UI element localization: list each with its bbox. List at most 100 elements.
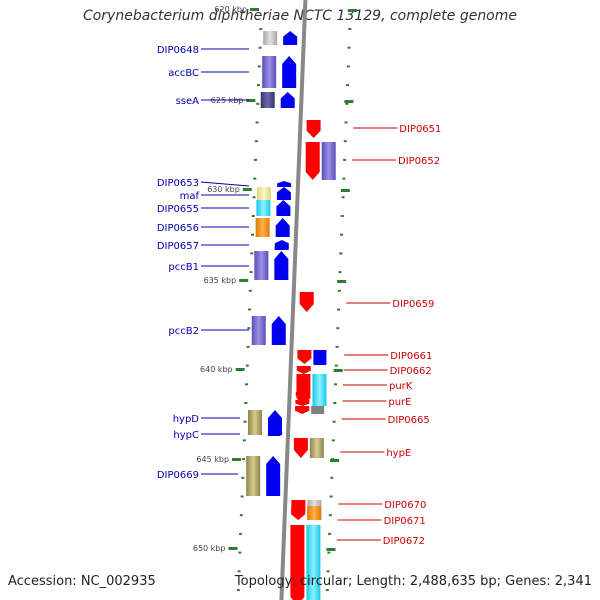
track-tick-right (330, 476, 334, 479)
track-tick-right (340, 215, 344, 217)
track-tick-left (249, 271, 253, 274)
gene-block-pccB1 (254, 251, 269, 280)
scale-tick (340, 189, 350, 192)
scale-tick (228, 547, 238, 550)
track-tick-left (236, 589, 240, 591)
track-tick-left (238, 551, 242, 554)
scale-tick (250, 8, 260, 11)
track-tick-left (245, 383, 249, 386)
scale-tick (232, 458, 242, 461)
track-tick-left (245, 364, 249, 367)
track-tick-left (242, 458, 246, 461)
gene-label-hypE: hypE (386, 448, 411, 459)
scale-tick (330, 459, 340, 462)
track-tick-left (251, 215, 255, 217)
gene-arrow-DIP0656 (275, 218, 290, 237)
scale-tick (242, 188, 252, 191)
gene-arrow-DIP0672 (290, 525, 305, 600)
scale-tick (235, 368, 245, 371)
scale-label: 640 kbp (200, 365, 233, 374)
track-tick-right (334, 383, 338, 386)
gene-arrow-DIP0661 (297, 350, 312, 364)
scale-label: 620 kbp (214, 5, 247, 14)
track-tick-right (346, 65, 350, 68)
map-title: Corynebacterium diphtheriae NCTC 13129, … (82, 8, 518, 24)
gene-arrow-purK (296, 374, 311, 406)
scale-tick (239, 279, 249, 282)
track-tick-right (338, 271, 342, 274)
gene-block-DIP0665 (311, 406, 325, 414)
gene-block-hypD (248, 410, 262, 435)
gene-label-DIP0670: DIP0670 (384, 500, 426, 511)
gene-label-maf: maf (180, 191, 200, 202)
scale-tick (333, 369, 343, 372)
gene-label-pccB2: pccB2 (168, 326, 199, 337)
gene-label-purK: purK (389, 381, 413, 392)
gene-arrow-DIP0662 (296, 366, 311, 374)
track-tick-right (332, 420, 336, 423)
gene-label-DIP0659: DIP0659 (392, 299, 434, 310)
gene-block-pccB2 (251, 316, 266, 345)
track-tick-left (254, 140, 258, 143)
gene-arrow-DIP0659 (299, 292, 314, 312)
track-tick-left (253, 177, 257, 180)
gene-label-DIP0657: DIP0657 (157, 241, 199, 252)
track-tick-left (243, 420, 247, 423)
track-tick-left (247, 327, 251, 330)
scale-tick (326, 548, 336, 551)
accession-label: Accession: NC_002935 (8, 574, 156, 589)
track-tick-right (337, 289, 341, 292)
scale-tick (337, 280, 347, 283)
track-tick-right (333, 402, 337, 404)
gene-arrow-sseA (280, 92, 295, 108)
scale-label: 630 kbp (207, 185, 240, 194)
scale-tick (246, 99, 256, 102)
gene-label-hypD: hypD (173, 414, 200, 425)
track-tick-left (242, 439, 246, 442)
track-tick-left (250, 252, 254, 255)
gene-block-DIP0652 (321, 142, 336, 180)
gene-label-DIP0671: DIP0671 (384, 516, 426, 527)
track-tick-right (344, 121, 348, 124)
gene-block-DIP0656 (255, 218, 270, 237)
track-tick-right (334, 364, 338, 367)
track-tick-right (328, 532, 332, 535)
gene-arrow-DIP0651 (306, 120, 321, 138)
track-tick-right (341, 196, 345, 199)
gene-arrow-hypC (267, 430, 282, 436)
track-tick-left (252, 196, 256, 199)
gene-block-DIP0671 (307, 506, 322, 520)
track-tick-left (251, 233, 255, 236)
track-tick-right (331, 439, 335, 442)
track-tick-left (244, 402, 248, 404)
track-tick-right (339, 252, 343, 255)
gene-label-DIP0648: DIP0648 (157, 45, 199, 56)
scale-label: 635 kbp (204, 276, 237, 285)
gene-arrow-DIP0653 (276, 187, 291, 200)
gene-label-DIP0669: DIP0669 (157, 470, 199, 481)
gene-label-DIP0655: DIP0655 (157, 204, 199, 215)
gene-arrow-maf (277, 181, 292, 187)
gene-label-DIP0656: DIP0656 (157, 223, 199, 234)
gene-block-DIP0661-blue (313, 350, 327, 365)
scale-label: 650 kbp (193, 544, 226, 553)
scale-tick (344, 100, 354, 103)
track-tick-right (329, 495, 333, 498)
genome-backbone (279, 0, 308, 600)
gene-label-hypC: hypC (173, 430, 199, 441)
gene-label-DIP0661: DIP0661 (390, 351, 432, 362)
track-tick-left (239, 514, 243, 517)
gene-arrow-hypD (268, 410, 282, 435)
track-tick-left (248, 289, 252, 292)
gene-block-purK (312, 374, 327, 406)
track-tick-right (337, 308, 341, 311)
track-tick-left (259, 28, 263, 30)
track-tick-left (248, 308, 252, 311)
track-tick-right (336, 327, 340, 330)
gene-label-DIP0662: DIP0662 (390, 366, 432, 377)
gene-arrow-DIP0657-b (274, 244, 289, 250)
track-tick-right (340, 233, 344, 236)
gene-label-DIP0653: DIP0653 (157, 178, 199, 189)
